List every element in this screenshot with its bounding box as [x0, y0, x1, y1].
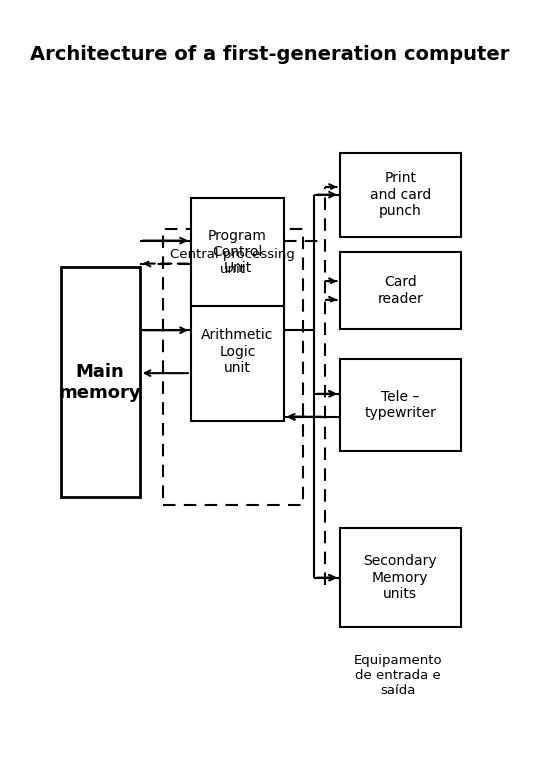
Bar [340, 153, 461, 237]
Text: Main
memory: Main memory [59, 363, 141, 402]
Bar [340, 360, 461, 452]
Text: Card
reader: Card reader [377, 275, 423, 306]
Text: Tele –
typewriter: Tele – typewriter [364, 390, 436, 420]
Bar [340, 528, 461, 627]
Bar [60, 268, 140, 498]
Text: Secondary
Memory
units: Secondary Memory units [363, 555, 437, 601]
Bar [191, 198, 284, 306]
Text: Central processing
unit: Central processing unit [170, 248, 295, 276]
Text: Program
Control
Unit: Program Control Unit [208, 229, 267, 275]
Text: Architecture of a first-generation computer: Architecture of a first-generation compu… [30, 45, 510, 64]
Bar [340, 252, 461, 328]
Text: Arithmetic
Logic
unit: Arithmetic Logic unit [201, 328, 274, 375]
Bar [163, 229, 302, 505]
Text: Print
and card
punch: Print and card punch [370, 172, 431, 218]
Text: Equipamento
de entrada e
saída: Equipamento de entrada e saída [354, 654, 442, 697]
Bar [191, 282, 284, 420]
